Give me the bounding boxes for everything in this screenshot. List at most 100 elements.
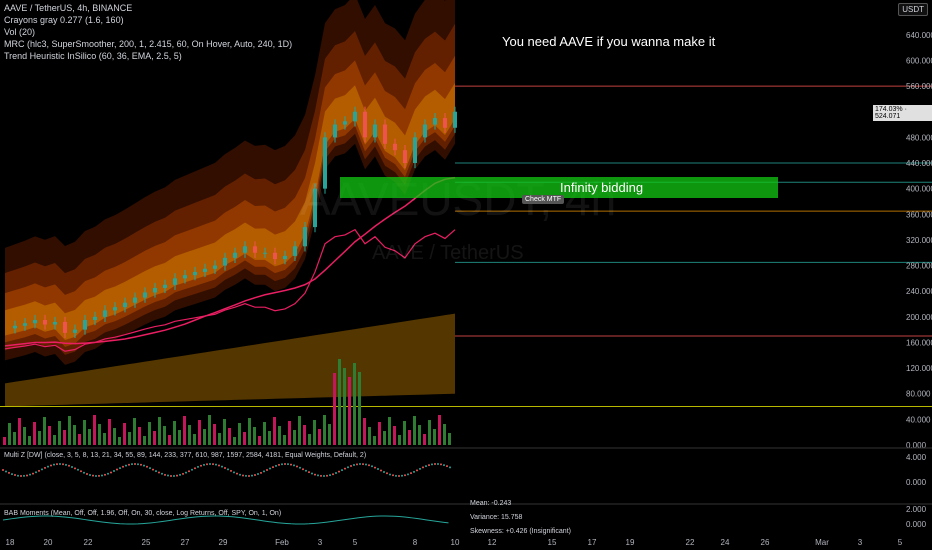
z-dot: [2, 469, 4, 471]
z-dot: [377, 468, 379, 471]
sub2-axis-label: 0.000: [906, 520, 927, 529]
volume-bar: [193, 434, 196, 445]
z-dot: [311, 472, 313, 475]
z-dot: [275, 464, 277, 467]
mrc-band: [5, 82, 455, 341]
candle-body: [343, 121, 347, 125]
z-dot: [233, 471, 235, 474]
volume-bar: [153, 431, 156, 445]
volume-bar: [138, 427, 141, 445]
candle-body: [193, 271, 197, 276]
z-dot: [281, 463, 283, 466]
volume-bar: [168, 435, 171, 445]
volume-bar: [383, 431, 386, 445]
indicator-vol[interactable]: Vol (20): [4, 27, 36, 37]
z-dot: [110, 471, 112, 474]
indicator-crayons[interactable]: Crayons gray 0.277 (1.6, 160): [4, 15, 124, 25]
time-tick-label: 10: [451, 538, 460, 547]
stat-mean: Mean: -0.243: [470, 500, 512, 507]
volume-bar: [213, 424, 216, 445]
candle-body: [23, 323, 27, 326]
candle-body: [423, 124, 427, 138]
z-dot: [392, 474, 394, 477]
z-dot: [242, 474, 244, 477]
z-dot: [425, 465, 427, 468]
z-dot: [131, 463, 133, 466]
currency-badge[interactable]: USDT: [898, 3, 928, 16]
time-tick-label: Mar: [815, 538, 829, 547]
infinity-bidding-zone[interactable]: Infinity bidding: [340, 177, 778, 198]
candle-body: [433, 118, 437, 125]
z-dot: [326, 474, 328, 477]
annotation-text[interactable]: You need AAVE if you wanna make it: [502, 34, 716, 49]
candle-body: [313, 188, 317, 228]
z-dot: [248, 474, 250, 477]
z-dot: [356, 463, 358, 466]
volume-bar: [338, 359, 341, 445]
price-bands: [4, 0, 456, 407]
bab-moments-panel: 2.000 0.000: [0, 503, 932, 529]
candle-body: [163, 284, 167, 288]
multi-z-legend[interactable]: Multi Z [DW] (close, 3, 5, 8, 13, 21, 34…: [4, 452, 367, 459]
z-dot: [161, 472, 163, 475]
candle-body: [443, 118, 447, 128]
volume-bar: [58, 421, 61, 445]
price-tick-label: 240.000: [906, 287, 932, 296]
sub1-axis-label: 0.000: [906, 478, 927, 487]
z-dot: [101, 474, 103, 477]
z-dot: [317, 474, 319, 477]
z-dot: [194, 467, 196, 470]
volume-bar: [23, 427, 26, 445]
check-mtf-label[interactable]: Check MTF: [522, 195, 565, 204]
z-dot: [335, 472, 337, 475]
candle-body: [153, 287, 157, 293]
indicator-trend[interactable]: Trend Heuristic InSilico (60, 36, EMA, 2…: [4, 51, 182, 61]
candle-body: [133, 297, 137, 303]
time-axis: 18 20 22 25 27 29 Feb 3 5 8 10 12 15 17 19 22 24 26 Mar 3 5: [6, 538, 903, 547]
z-dot: [236, 472, 238, 475]
z-dot: [89, 473, 91, 476]
price-tick-label: 560.000: [906, 82, 932, 91]
z-dot: [68, 464, 70, 467]
z-dot: [251, 474, 253, 477]
indicator-mrc[interactable]: MRC (hlc3, SuperSmoother, 200, 1, 2.415,…: [4, 39, 293, 49]
price-tick-label: 480.000: [906, 133, 932, 142]
z-dot: [137, 463, 139, 466]
candle-body: [403, 150, 407, 163]
bab-moments-legend[interactable]: BAB Moments (Mean, Off, Off, 1.96, Off, …: [4, 510, 282, 517]
z-dot: [152, 468, 154, 471]
z-dot: [158, 471, 160, 474]
volume-bar: [158, 417, 161, 445]
z-dot: [260, 471, 262, 474]
volume-bar: [28, 436, 31, 445]
z-dot: [323, 474, 325, 477]
price-tick-label: 280.000: [906, 262, 932, 271]
candle-body: [73, 329, 77, 333]
price-tick-label: 320.000: [906, 236, 932, 245]
z-dot: [272, 466, 274, 469]
time-tick-label: 24: [721, 538, 730, 547]
z-dot: [224, 466, 226, 469]
volume-bar: [208, 415, 211, 445]
z-dot: [296, 465, 298, 468]
z-dot: [422, 466, 424, 469]
z-dot: [404, 474, 406, 477]
z-dot: [254, 474, 256, 477]
candle-body: [393, 143, 397, 151]
z-dot: [47, 465, 49, 468]
volume-bar: [223, 419, 226, 445]
volume-bar: [363, 418, 366, 445]
z-dot: [230, 469, 232, 472]
z-dot: [191, 468, 193, 471]
z-dot: [386, 472, 388, 475]
z-dot: [383, 470, 385, 473]
time-tick-label: Feb: [275, 538, 289, 547]
candle-body: [123, 302, 127, 308]
volume-bar: [313, 420, 316, 445]
candle-body: [33, 320, 37, 324]
volume-bar: [13, 432, 16, 445]
volume-bar: [73, 425, 76, 445]
candle-body: [353, 111, 357, 122]
symbol-title[interactable]: AAVE / TetherUS, 4h, BINANCE: [4, 3, 133, 13]
